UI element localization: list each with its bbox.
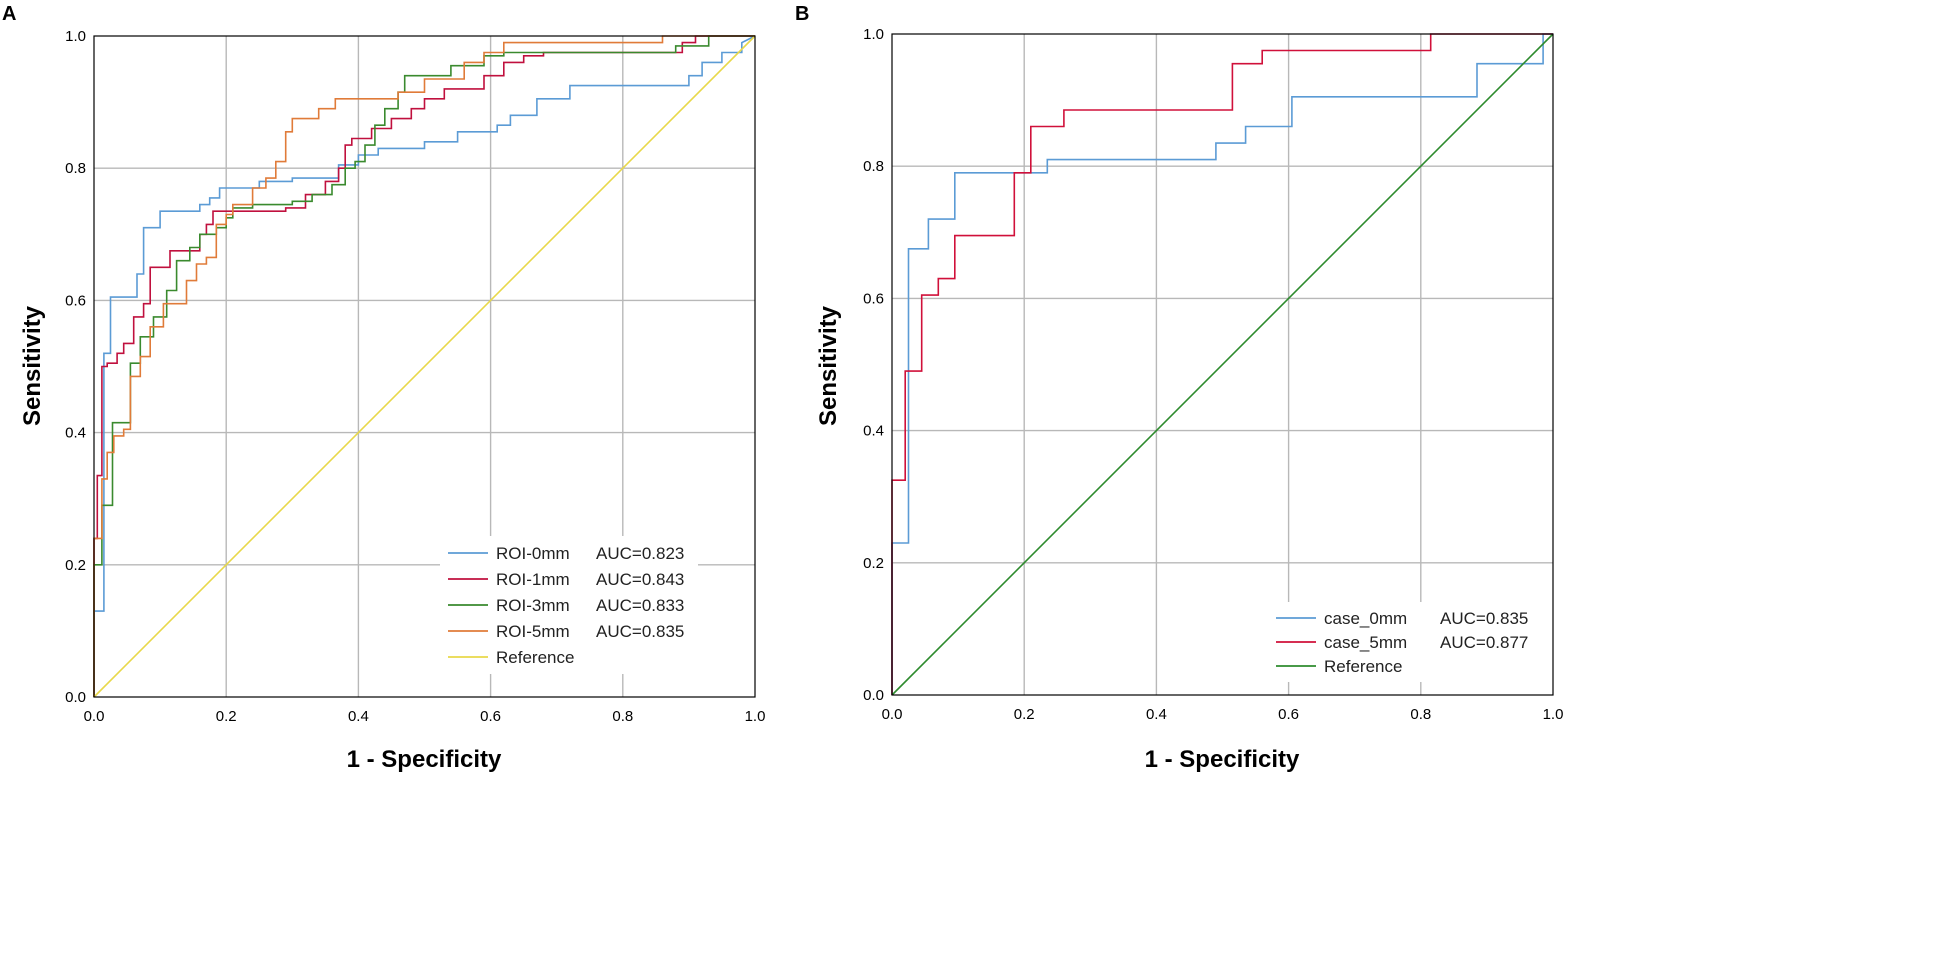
panel-b-legend: case_0mm AUC=0.835 case_5mm AUC=0.877 Refere… xyxy=(1268,602,1546,682)
panel-a-y-tick-label: 0.4 xyxy=(65,425,86,442)
panel-b-legend-label: Reference xyxy=(1324,657,1402,676)
panel-b-y-tick-label: 0.4 xyxy=(863,423,884,440)
panel-a-legend-label: Reference xyxy=(496,648,574,667)
panel-b-plot-frame xyxy=(891,33,1554,696)
panel-b-y-axis-title: Sensitivity xyxy=(815,305,842,426)
panel-a-legend-label: ROI-1mm xyxy=(496,570,570,589)
panel-a-legend-label: ROI-5mm xyxy=(496,622,570,641)
panel-a-series-reference-line xyxy=(93,35,756,698)
panel-a-x-tick-label: 0.2 xyxy=(216,708,237,725)
panel-a-y-tick-label: 0.2 xyxy=(65,557,86,574)
panel-a-y-tick-label: 0.6 xyxy=(65,292,86,309)
panel-a-series-roi-5mm-line xyxy=(93,35,755,697)
panel-b: B 0.0 0.0 0.2 0.2 0.4 0.4 0.6 0.6 0.8 0.8 1.0 1.0 1… xyxy=(795,3,1563,773)
panel-a-x-axis-title: 1 - Specificity xyxy=(347,746,502,773)
panel-a-letter: A xyxy=(2,3,16,25)
panel-b-legend-label: case_0mm xyxy=(1324,609,1407,628)
panel-a-series-roi-0mm-line xyxy=(93,35,756,697)
panel-a-legend-label: ROI-0mm xyxy=(496,544,570,563)
panel-b-series-case-5mm-line xyxy=(891,33,1553,695)
panel-a-plot-frame xyxy=(93,35,756,698)
panel-a-legend-auc: AUC=0.835 xyxy=(596,622,684,641)
panel-a-x-tick-label: 0.6 xyxy=(480,708,501,725)
panel-a-y-axis-title: Sensitivity xyxy=(19,305,46,426)
panel-b-series-case-0mm-line xyxy=(891,33,1553,695)
panel-b-series-reference-line xyxy=(891,33,1554,696)
panel-b-letter: B xyxy=(795,3,809,25)
panel-a-series-roi-3mm-line xyxy=(93,35,755,697)
panel-a-y-tick-label: 0.8 xyxy=(65,160,86,177)
panel-b-y-tick-label: 0.0 xyxy=(863,687,884,704)
panel-b-legend-auc: AUC=0.877 xyxy=(1440,633,1528,652)
panel-b-legend-auc: AUC=0.835 xyxy=(1440,609,1528,628)
panel-a-legend-auc: AUC=0.833 xyxy=(596,596,684,615)
panel-b-x-tick-label: 0.8 xyxy=(1410,706,1431,723)
panel-b-x-tick-label: 0.0 xyxy=(882,706,903,723)
panel-a-y-tick-label: 1.0 xyxy=(65,28,86,45)
panel-a-x-tick-label: 0.8 xyxy=(612,708,633,725)
panel-b-x-tick-label: 0.4 xyxy=(1146,706,1167,723)
panel-a-x-tick-label: 0.4 xyxy=(348,708,369,725)
panel-b-y-tick-label: 0.8 xyxy=(863,158,884,175)
panel-b-legend-label: case_5mm xyxy=(1324,633,1407,652)
panel-a-legend: ROI-0mm AUC=0.823 ROI-1mm AUC=0.843 ROI-3mm A… xyxy=(440,536,698,674)
panel-b-y-tick-label: 0.2 xyxy=(863,555,884,572)
panel-b-x-tick-label: 0.6 xyxy=(1278,706,1299,723)
panel-b-y-tick-label: 0.6 xyxy=(863,290,884,307)
panel-b-x-tick-label: 1.0 xyxy=(1543,706,1564,723)
panel-a-legend-auc: AUC=0.843 xyxy=(596,570,684,589)
panel-a-x-tick-label: 1.0 xyxy=(745,708,766,725)
panel-b-x-axis-title: 1 - Specificity xyxy=(1145,746,1300,773)
panel-a-legend-auc: AUC=0.823 xyxy=(596,544,684,563)
panel-b-x-tick-label: 0.2 xyxy=(1014,706,1035,723)
panel-a-y-tick-label: 0.0 xyxy=(65,689,86,706)
panel-a: A 0.0 0.0 0.2 0.2 0.4 0.4 0.6 0.6 0.8 0.8 1.0 1.0 1… xyxy=(2,3,765,773)
panel-a-x-tick-label: 0.0 xyxy=(84,708,105,725)
panel-a-legend-label: ROI-3mm xyxy=(496,596,570,615)
panel-b-y-tick-label: 1.0 xyxy=(863,26,884,43)
